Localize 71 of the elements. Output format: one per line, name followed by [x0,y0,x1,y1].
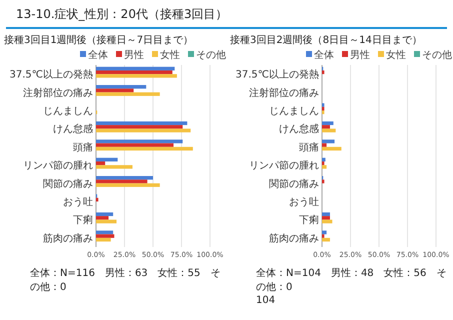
y-tick-label: 注射部位の痛み [249,86,319,99]
y-tick-label: 下痢 [73,214,93,226]
y-tick-label: じんましん [269,106,319,117]
bar [322,216,330,220]
legend-label: 女性 [386,49,406,61]
bar [96,85,146,89]
y-tick-label: 注射部位の痛み [23,86,93,99]
bar [322,220,332,224]
y-tick-label: おう吐 [63,196,93,208]
bar [96,158,118,162]
bar [96,183,160,187]
bar [96,176,153,180]
y-tick-label: リンパ節の腫れ [23,160,93,172]
y-tick-label: 筋肉の痛み [43,232,93,244]
y-tick-label: 関節の痛み [43,178,93,190]
bar [96,140,183,144]
y-tick-label: 関節の痛み [269,178,319,190]
chart-title: 13-10.症状_性別：20代（接種3回目） [6,0,447,29]
y-tick-label: 筋肉の痛み [269,232,319,244]
text: 全体：N=116 男性：63 女性：55 その他：0 [29,266,222,294]
bar [96,70,172,74]
bar [96,234,114,238]
bar [96,220,117,224]
bar [96,143,174,147]
y-tick-label: けん怠感 [279,123,319,136]
legend-label: 全体 [314,49,334,61]
bar [322,143,327,147]
text: 全体：N=104 男性：48 女性：56 その他：0 [255,266,448,294]
bar [322,165,327,169]
bar [96,74,177,78]
y-tick-label: リンパ節の腫れ [249,160,319,172]
bar [96,88,134,92]
bar [322,121,334,126]
text: 104 [255,294,276,306]
bar [322,128,336,132]
legend-label: 女性 [160,49,180,61]
bar [322,238,330,242]
chart-subtitle: 接種3回目1週間後（接種日～7日目まで） [3,34,194,48]
bar [96,180,148,184]
bar [322,146,342,151]
bar [322,158,326,162]
y-tick-label: 37.5℃以上の発熱 [236,68,319,81]
y-tick-label: 37.5℃以上の発熱 [10,68,93,81]
y-tick-label: じんましん [43,106,93,117]
bar [96,230,114,234]
bar [96,92,160,96]
y-tick-label: 頭痛 [73,141,93,154]
bar [322,230,327,234]
bar [96,125,183,129]
legend-label: その他 [196,49,226,61]
legend-label: 全体 [88,49,108,61]
bar [322,212,330,216]
bar [322,140,335,144]
bar [96,238,111,242]
bar [96,212,114,216]
legend-label: 男性 [350,49,370,61]
bar [96,121,188,126]
chart-title: 接種3回目2週間後（8日目～14日目まで） [229,34,423,48]
bar [96,128,191,132]
legend-label: 男性 [124,49,144,61]
y-tick-label: けん怠感 [53,123,93,136]
y-tick-label: おう吐 [289,196,319,208]
bar [96,161,106,166]
y-tick-label: 頭痛 [299,141,319,154]
bar [96,216,109,220]
bar [322,125,330,129]
bar [96,146,193,151]
y-tick-label: 下痢 [299,214,319,226]
bar [96,66,175,70]
bar [96,165,132,169]
legend-label: その他 [422,49,452,61]
